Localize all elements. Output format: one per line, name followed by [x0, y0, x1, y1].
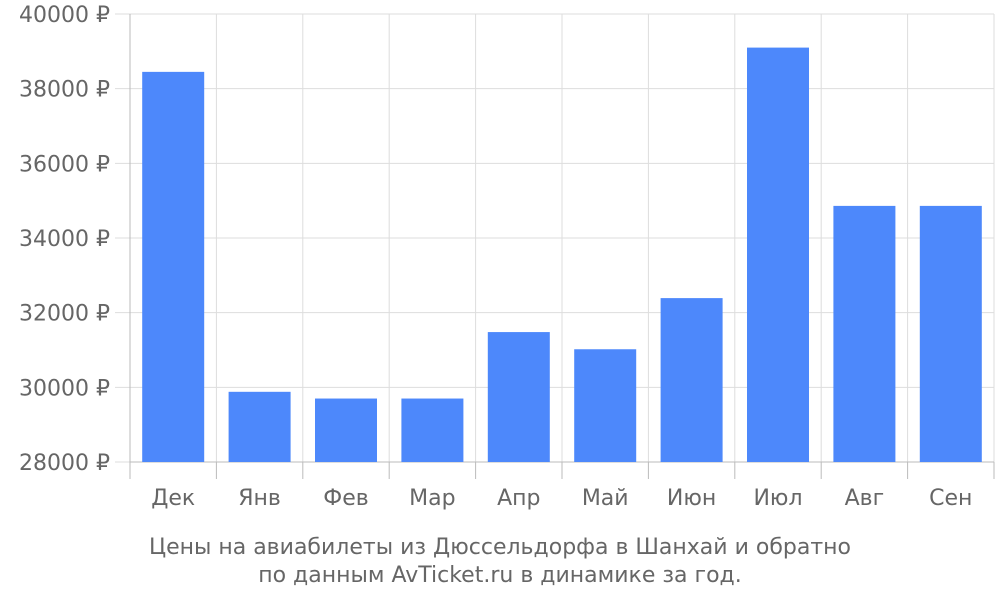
bar-6 [574, 349, 637, 462]
bar-4 [401, 398, 464, 462]
x-tick-label: Мар [409, 486, 455, 511]
x-tick-label: Фев [323, 486, 368, 511]
chart-caption-line-2: по данным AvTicket.ru в динамике за год. [258, 563, 742, 588]
y-tick-label: 28000 ₽ [19, 451, 110, 476]
bar-1 [142, 71, 205, 462]
price-bar-chart: 28000 ₽ 30000 ₽ 32000 ₽ 34000 ₽ 36000 ₽ 38000… [19, 3, 995, 511]
bar-3 [315, 398, 377, 462]
bar-8 [747, 47, 809, 462]
x-tick-label: Апр [497, 486, 540, 511]
x-tick-label: Июн [667, 486, 716, 511]
x-tick-label: Сен [929, 486, 972, 511]
bar-9 [833, 205, 896, 463]
bar-10 [919, 205, 982, 463]
bar-5 [487, 332, 550, 462]
y-tick-label: 40000 ₽ [19, 3, 110, 28]
y-tick-label: 32000 ₽ [19, 302, 110, 327]
y-tick-labels: 28000 ₽ 30000 ₽ 32000 ₽ 34000 ₽ 36000 ₽ 38000… [19, 3, 110, 476]
x-tick-label: Май [582, 486, 629, 511]
y-tick-label: 38000 ₽ [19, 78, 110, 103]
y-tick-label: 34000 ₽ [19, 227, 110, 252]
x-tick-labels: Дек Янв Фев Мар Апр Май Июн Июл Авг Сен [151, 486, 972, 511]
x-tick-label: Дек [151, 486, 195, 511]
x-tick-label: Июл [753, 486, 802, 511]
x-tick-label: Янв [238, 486, 281, 511]
chart-caption-line-1: Цены на авиабилеты из Дюссельдорфа в Шан… [148, 535, 852, 560]
bars [142, 47, 982, 463]
x-tick-label: Авг [845, 486, 885, 511]
bar-7 [660, 298, 723, 462]
grid [115, 13, 995, 463]
bar-2 [228, 391, 291, 462]
y-tick-label: 36000 ₽ [19, 152, 110, 177]
y-tick-label: 30000 ₽ [19, 376, 110, 401]
